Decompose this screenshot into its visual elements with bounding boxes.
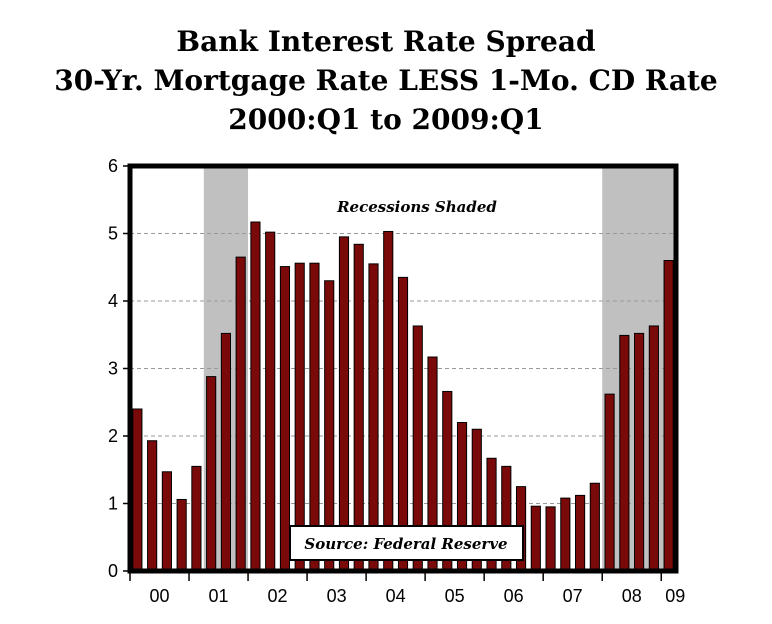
bar-2002-Q2: [265, 231, 276, 572]
bar-2001-Q4: [235, 256, 246, 572]
bars-layer: [132, 221, 674, 572]
y-tick-label-6: 6: [108, 156, 118, 176]
plot-frame: [127, 163, 679, 574]
bar-2002-Q3: [279, 266, 291, 572]
bar-2001-Q1: [191, 465, 202, 572]
bar-2002-Q1: [250, 221, 261, 572]
bar-2002-Q4: [294, 262, 305, 572]
x-tick-label-05: 05: [445, 586, 465, 606]
x-tick-label-03: 03: [327, 586, 347, 606]
bar-2007-Q2: [560, 497, 571, 572]
chart-title-line-2: 30-Yr. Mortgage Rate LESS 1-Mo. CD Rate: [54, 64, 718, 97]
bar-2006-Q4: [530, 505, 541, 572]
source-box: Source: Federal Reserve: [289, 525, 524, 561]
chart-title-line-1: Bank Interest Rate Spread: [176, 25, 596, 58]
bar-2007-Q1: [545, 506, 556, 572]
x-tick-label-01: 01: [209, 586, 229, 606]
x-tick-label-02: 02: [268, 586, 288, 606]
x-tick-label-00: 00: [149, 586, 169, 606]
bar-2000-Q3: [161, 471, 172, 572]
y-tick-label-3: 3: [108, 359, 118, 379]
x-tick-label-09: 09: [665, 586, 685, 606]
bar-2008-Q1: [604, 393, 615, 572]
source-box-frame: [289, 525, 524, 561]
y-tick-label-4: 4: [108, 291, 118, 311]
bar-2000-Q1: [132, 408, 143, 572]
x-tick-label-04: 04: [386, 586, 406, 606]
bar-2003-Q4: [353, 243, 364, 572]
source-annotation: Source: Federal Reserve: [304, 535, 507, 553]
bar-2000-Q2: [147, 440, 158, 572]
y-tick-label-0: 0: [108, 561, 118, 581]
bar-2003-Q3: [338, 236, 350, 572]
bar-2008-Q4: [648, 325, 659, 572]
chart-title-line-3: 2000:Q1 to 2009:Q1: [228, 103, 544, 136]
bar-2007-Q3: [575, 494, 586, 572]
recessions-shaded-annotation: Recessions Shaded: [336, 198, 497, 216]
axes-layer: [123, 163, 679, 581]
bar-2001-Q3: [220, 332, 231, 572]
x-tick-label-08: 08: [622, 586, 642, 606]
y-tick-label-2: 2: [108, 426, 118, 446]
chart-title: Bank Interest Rate Spread 30-Yr. Mortgag…: [0, 22, 772, 139]
bar-2008-Q3: [634, 332, 645, 572]
x-tick-label-07: 07: [563, 586, 583, 606]
bar-2004-Q2: [383, 230, 394, 572]
y-tick-label-1: 1: [108, 494, 118, 514]
bar-2003-Q1: [309, 262, 320, 572]
y-tick-label-5: 5: [108, 224, 118, 244]
bar-2000-Q4: [176, 498, 187, 572]
bar-2007-Q4: [589, 482, 600, 572]
bar-2008-Q2: [619, 334, 630, 572]
bar-2001-Q2: [206, 376, 217, 572]
bar-2004-Q1: [368, 263, 379, 572]
x-tick-label-06: 06: [504, 586, 524, 606]
bar-2009-Q1: [663, 260, 674, 572]
